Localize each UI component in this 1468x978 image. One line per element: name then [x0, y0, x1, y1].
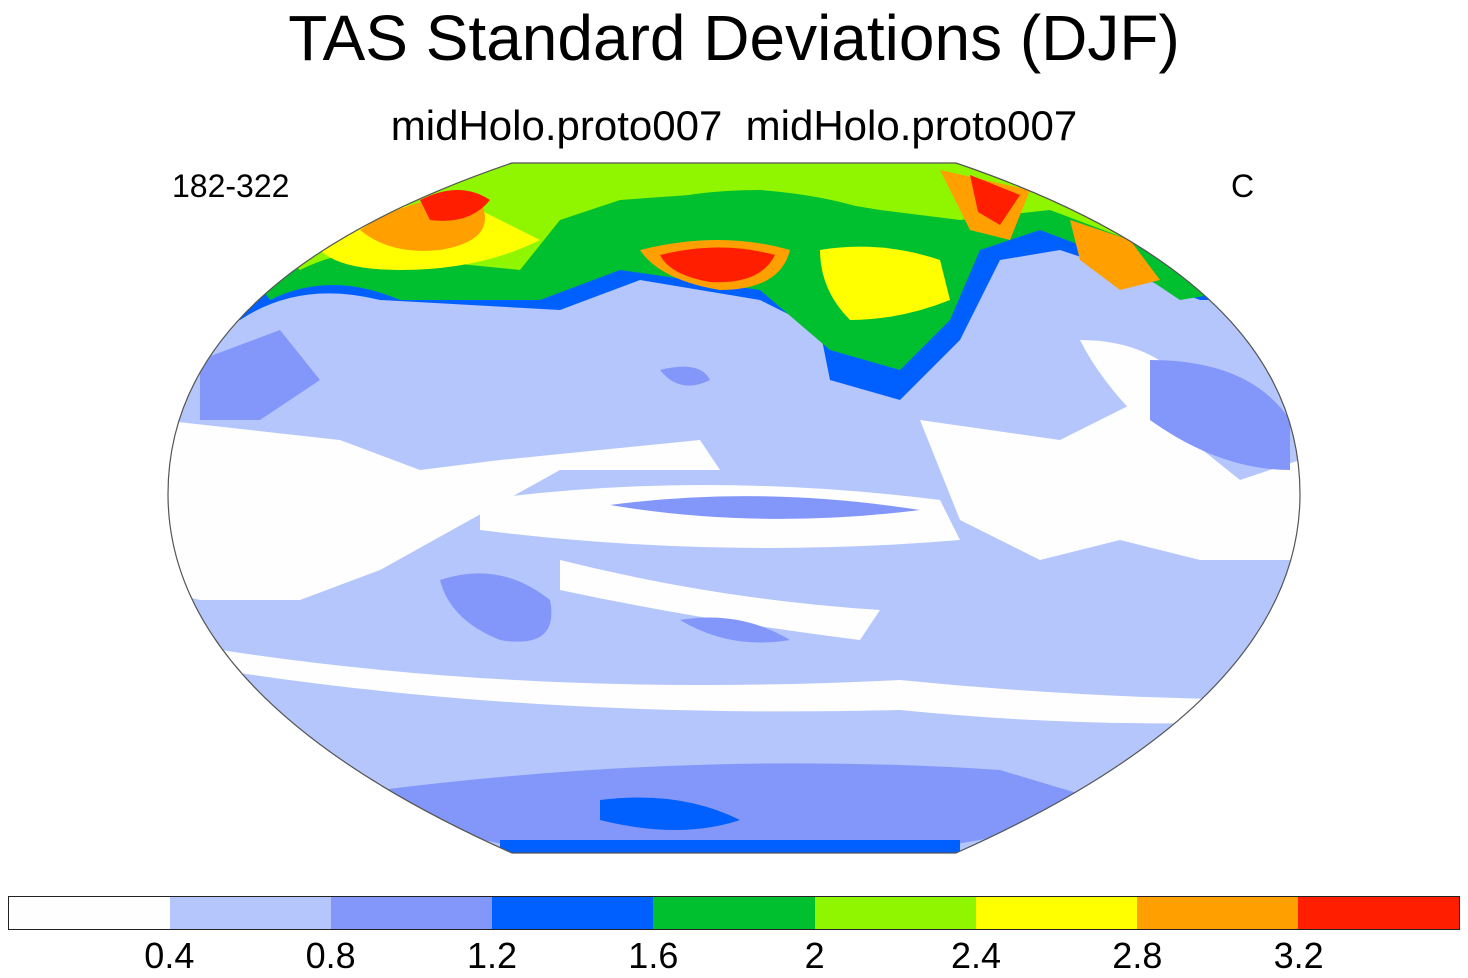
- colorbar-tick-label: 1.6: [628, 935, 679, 976]
- colorbar-swatch: [1297, 897, 1459, 929]
- colorbar-swatch: [653, 897, 815, 929]
- colorbar-tick-label: 0.4: [144, 935, 195, 976]
- colorbar-swatch: [9, 897, 171, 929]
- colorbar-tick-label: 2.4: [950, 935, 1002, 976]
- colorbar-tick-label: 2: [804, 935, 825, 976]
- colorbar-swatch: [975, 897, 1137, 929]
- colorbar-swatch: [814, 897, 976, 929]
- contour-field: [168, 163, 1300, 853]
- colorbar-tick-label: 3.2: [1273, 935, 1324, 976]
- page-title: TAS Standard Deviations (DJF): [288, 2, 1180, 74]
- colorbar-swatch: [1136, 897, 1298, 929]
- colorbar-tick-label: 1.2: [466, 935, 518, 976]
- colorbar-swatch: [492, 897, 654, 929]
- colorbar-swatch: [331, 897, 493, 929]
- units-label: C: [1231, 168, 1255, 204]
- time-range-label: 182-322: [172, 168, 290, 204]
- colorbar-swatch: [170, 897, 332, 929]
- colorbar-tick-label: 2.8: [1112, 935, 1163, 976]
- subtitle: midHolo.proto007 midHolo.proto007: [390, 102, 1078, 149]
- map-border: [167, 162, 1301, 854]
- colorbar-tick-label: 0.8: [305, 935, 356, 976]
- colorbar: [8, 896, 1460, 930]
